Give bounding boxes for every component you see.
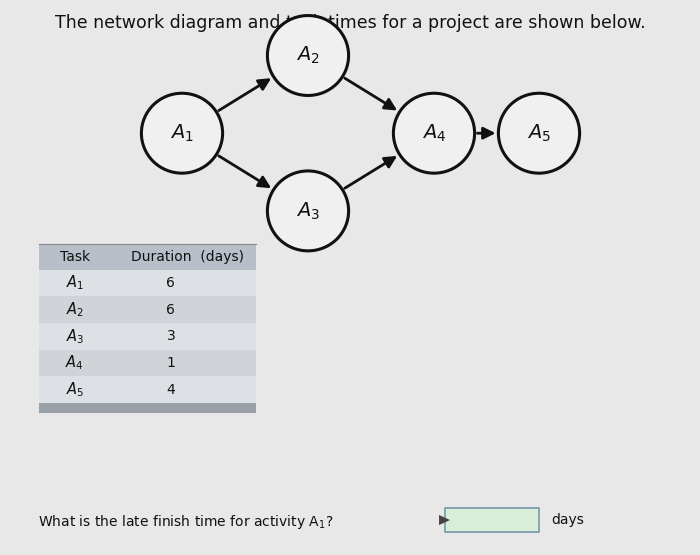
FancyBboxPatch shape (38, 296, 256, 323)
Text: 3: 3 (167, 329, 175, 344)
Text: $A_{2}$: $A_{2}$ (66, 300, 84, 319)
Text: days: days (552, 513, 584, 527)
FancyBboxPatch shape (38, 244, 256, 270)
Ellipse shape (393, 93, 475, 173)
FancyBboxPatch shape (38, 376, 256, 403)
Ellipse shape (141, 93, 223, 173)
FancyBboxPatch shape (444, 508, 539, 532)
FancyBboxPatch shape (38, 350, 256, 376)
Text: $A_{1}$: $A_{1}$ (170, 123, 194, 144)
Polygon shape (439, 515, 450, 525)
Text: $A_{4}$: $A_{4}$ (422, 123, 446, 144)
Text: 1: 1 (167, 356, 175, 370)
FancyBboxPatch shape (38, 270, 256, 296)
Text: $A_{5}$: $A_{5}$ (66, 380, 84, 399)
Text: Duration  (days): Duration (days) (131, 250, 244, 264)
Text: 6: 6 (167, 276, 175, 290)
Text: 4: 4 (167, 382, 175, 397)
Text: $A_{3}$: $A_{3}$ (66, 327, 84, 346)
Text: What is the late finish time for activity A$_{1}$?: What is the late finish time for activit… (38, 513, 334, 531)
Text: The network diagram and task times for a project are shown below.: The network diagram and task times for a… (55, 14, 645, 32)
Text: Task: Task (60, 250, 90, 264)
Text: $A_{4}$: $A_{4}$ (65, 354, 84, 372)
Text: 6: 6 (167, 302, 175, 317)
Text: $A_{2}$: $A_{2}$ (296, 45, 320, 66)
FancyBboxPatch shape (38, 403, 256, 413)
Text: $A_{5}$: $A_{5}$ (527, 123, 551, 144)
Ellipse shape (267, 16, 349, 95)
Ellipse shape (498, 93, 580, 173)
Text: $A_{3}$: $A_{3}$ (296, 200, 320, 221)
Ellipse shape (267, 171, 349, 251)
Text: $A_{1}$: $A_{1}$ (66, 274, 84, 292)
FancyBboxPatch shape (38, 323, 256, 350)
